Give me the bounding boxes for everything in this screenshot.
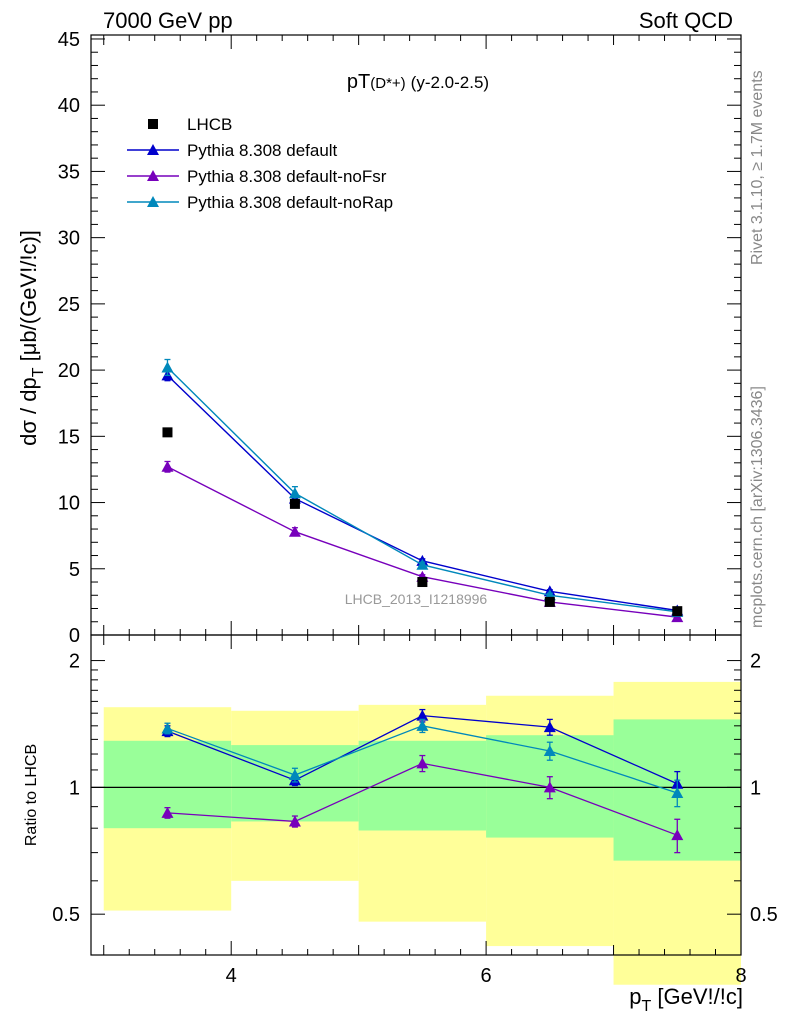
x-axis-label: pT [GeV!/!c] <box>629 984 743 1015</box>
plot-title-tail: (y-2.0-2.5) <box>411 73 489 92</box>
ratio-point-pythia-8-308-default-nofsr <box>416 757 429 769</box>
ratio-y-tick-label: 1 <box>69 777 80 799</box>
x-axis-label-main: p <box>629 984 641 1009</box>
y-tick-label: 45 <box>58 29 80 51</box>
ratio-panel: 4 6 8 0.5 0.5 1 1 2 2 <box>52 634 778 987</box>
ratio-point-pythia-8-308-default-norap <box>161 722 174 734</box>
point-lhcb-data <box>672 606 683 617</box>
point-lhcb-data <box>289 498 300 509</box>
analysis-watermark: LHCB_2013_I1218996 <box>345 591 488 607</box>
mcplots-label: mcplots.cern.ch [arXiv:1306.3436] <box>749 386 766 628</box>
ratio-point-pythia-8-308-default-norap <box>416 719 429 731</box>
point-pythia-8-308-default-nofsr <box>161 460 174 472</box>
ratio-y-tick-label-right: 0.5 <box>750 904 778 926</box>
ratio-frame <box>90 634 742 956</box>
point-pythia-8-308-default-norap <box>416 558 429 570</box>
y-axis-label-sub: T <box>30 367 47 377</box>
legend-label-pythia-8-308-default: Pythia 8.308 default <box>187 141 338 160</box>
legend-marker-pythia-8-308-default-norap <box>147 196 159 207</box>
ratio-y-tick-label-right: 1 <box>750 777 761 799</box>
point-lhcb-data <box>162 427 173 438</box>
ratio-point-pythia-8-308-default <box>416 709 429 721</box>
x-axis-label-sub: T <box>642 998 652 1015</box>
y-tick-label: 35 <box>58 161 80 183</box>
rivet-label: Rivet 3.1.10, ≥ 1.7M events <box>749 70 766 265</box>
legend-marker-pythia-8-308-default <box>147 144 159 155</box>
point-pythia-8-308-default-norap <box>288 487 301 499</box>
y-axis-label-tail: [μb/(GeV!/!c)] <box>16 230 41 367</box>
x-axis-label-tail: [GeV!/!c] <box>651 984 743 1009</box>
ratio-point-pythia-8-308-default-nofsr <box>671 829 684 841</box>
y-tick-label: 0 <box>69 625 80 647</box>
ratio-point-pythia-8-308-default-norap <box>288 768 301 780</box>
ratio-y-axis-label: Ratio to LHCB <box>23 744 40 846</box>
y-tick-label: 20 <box>58 360 80 382</box>
legend-label-lhcb: LHCB <box>187 115 232 134</box>
main-panel: 0 5 10 15 20 25 30 35 40 45 LHCB Pythia 8.308 defau… <box>58 29 742 647</box>
point-lhcb-data <box>544 596 555 607</box>
y-tick-label: 5 <box>69 559 80 581</box>
legend-label-pythia-8-308-default-norap: Pythia 8.308 default-noRap <box>187 193 393 212</box>
plot-title-main: pT <box>347 71 370 93</box>
legend-marker-lhcb <box>148 119 158 129</box>
y-tick-label: 15 <box>58 426 80 448</box>
legend-marker-pythia-8-308-default-nofsr <box>147 170 159 181</box>
point-pythia-8-308-default-nofsr <box>288 525 301 537</box>
y-tick-label: 10 <box>58 493 80 515</box>
y-axis-label-main: dσ / dp <box>16 377 41 446</box>
point-lhcb-data <box>417 577 428 588</box>
y-tick-label: 30 <box>58 228 80 250</box>
ratio-band-inner <box>358 740 487 831</box>
ratio-point-pythia-8-308-default <box>543 721 556 733</box>
ratio-point-pythia-8-308-default-norap <box>543 744 556 756</box>
ratio-point-pythia-8-308-default-nofsr <box>161 806 174 818</box>
y-tick-label: 25 <box>58 294 80 316</box>
ratio-y-tick-label-right: 2 <box>750 651 761 673</box>
point-pythia-8-308-default-norap <box>161 361 174 373</box>
plot-title-sub: (D*+) <box>370 75 405 92</box>
header-left: 7000 GeV pp <box>103 8 233 33</box>
legend: LHCB Pythia 8.308 default Pythia 8.308 def… <box>127 115 393 212</box>
y-tick-label: 40 <box>58 95 80 117</box>
header-right: Soft QCD <box>639 8 733 33</box>
x-tick-label: 4 <box>226 965 237 987</box>
ratio-point-pythia-8-308-default-norap <box>671 786 684 798</box>
ratio-y-tick-label: 2 <box>69 651 80 673</box>
ratio-y-tick-label: 0.5 <box>52 904 80 926</box>
ratio-point-pythia-8-308-default-nofsr <box>288 815 301 827</box>
plot-title: pT(D*+) (y-2.0-2.5) <box>347 71 489 93</box>
ratio-point-pythia-8-308-default-nofsr <box>543 781 556 793</box>
x-tick-label: 6 <box>481 965 492 987</box>
y-axis-label: dσ / dpT [μb/(GeV!/!c)] <box>16 230 47 446</box>
legend-label-pythia-8-308-default-nofsr: Pythia 8.308 default-noFsr <box>187 167 387 186</box>
x-tick-label: 8 <box>735 965 746 987</box>
